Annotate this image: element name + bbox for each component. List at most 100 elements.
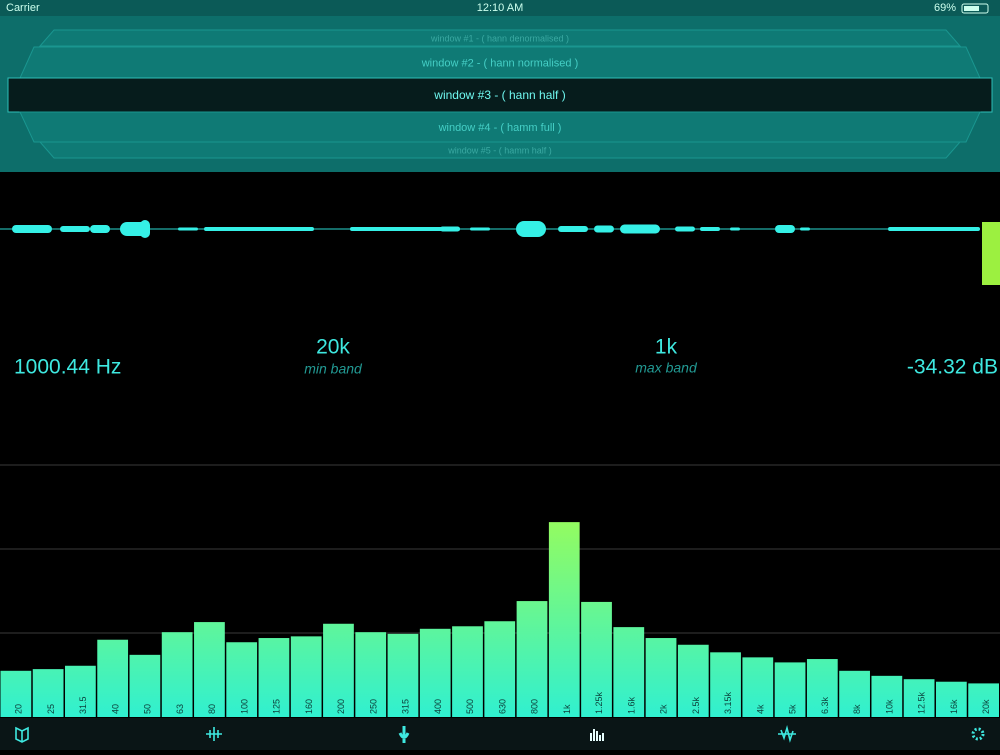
waveform-burst xyxy=(730,227,740,231)
level-meter xyxy=(982,222,1000,285)
bar xyxy=(323,623,354,717)
waveform-burst xyxy=(558,226,588,232)
bar xyxy=(32,669,64,717)
tab-spectrum[interactable] xyxy=(590,729,604,741)
waveform-burst xyxy=(594,225,614,233)
band-label: 20k xyxy=(981,699,991,714)
band-label: 2k xyxy=(659,704,669,714)
window-picker[interactable]: window #1 - ( hann denormalised ) window … xyxy=(7,29,993,159)
band-label: 12.5k xyxy=(917,691,927,714)
band-label: 100 xyxy=(239,699,249,714)
picker-row[interactable] xyxy=(19,111,981,143)
bar xyxy=(935,681,967,717)
band-label: 20 xyxy=(14,704,24,714)
waveform-burst xyxy=(800,227,810,231)
tab-microphone[interactable] xyxy=(398,726,410,743)
band-label: 1.25k xyxy=(594,691,604,714)
band-label: 3.15k xyxy=(723,691,733,714)
waveform-burst xyxy=(620,224,660,234)
bar xyxy=(645,638,677,717)
tab-settings[interactable] xyxy=(971,727,985,741)
bar xyxy=(710,652,741,717)
waveform-burst xyxy=(350,227,460,231)
waveform-burst xyxy=(700,227,720,231)
tab-waveform[interactable] xyxy=(206,727,222,741)
picker-row[interactable] xyxy=(38,141,962,159)
bar xyxy=(774,662,806,717)
bar xyxy=(258,638,290,717)
waveform xyxy=(12,220,980,238)
band-label: 500 xyxy=(465,699,475,714)
bar xyxy=(581,601,612,717)
band-label: 200 xyxy=(336,699,346,714)
max-band-value: 1k xyxy=(655,336,678,359)
bar xyxy=(484,621,516,717)
picker-item[interactable]: window #1 - ( hann denormalised ) xyxy=(430,33,569,43)
picker-row[interactable] xyxy=(38,29,962,47)
band-label: 63 xyxy=(175,704,185,714)
bar xyxy=(806,659,838,717)
bar xyxy=(516,601,548,717)
bar xyxy=(65,665,96,717)
waveform-burst xyxy=(12,225,52,233)
band-label: 315 xyxy=(401,699,411,714)
bar xyxy=(452,626,483,717)
band-label: 50 xyxy=(143,704,153,714)
band-label: 2.5k xyxy=(691,696,701,714)
band-label: 8k xyxy=(852,704,862,714)
band-label: 1k xyxy=(562,704,572,714)
bar xyxy=(97,639,129,717)
bar xyxy=(161,632,193,717)
band-label: 10k xyxy=(884,699,894,714)
tab-manual[interactable] xyxy=(15,726,29,743)
bar xyxy=(968,683,999,717)
picker-item[interactable]: window #4 - ( hamm full ) xyxy=(438,122,562,134)
tab-oscilloscope[interactable] xyxy=(778,724,796,743)
band-label: 6.3k xyxy=(820,696,830,714)
band-label: 400 xyxy=(433,699,443,714)
band-label: 630 xyxy=(497,699,507,714)
bar xyxy=(903,679,935,717)
bar xyxy=(0,670,32,717)
band-label: 800 xyxy=(530,699,540,714)
band-label: 160 xyxy=(304,699,314,714)
band-label: 40 xyxy=(110,704,120,714)
band-label: 31.5 xyxy=(78,696,88,714)
bar xyxy=(226,642,258,717)
min-band-value: 20k xyxy=(316,336,350,359)
bar xyxy=(548,522,580,717)
waveform-burst xyxy=(204,227,314,231)
waveform-burst xyxy=(90,225,110,233)
frequency-readout: 1000.44 Hz xyxy=(14,356,121,379)
bar xyxy=(355,632,387,717)
waveform-burst xyxy=(178,227,198,231)
battery-fill xyxy=(964,6,979,11)
clock: 12:10 AM xyxy=(477,2,523,14)
spectrum-chart: 20 25 31.5 40 50 63 80 100 125 160 200 250 315 400 500… xyxy=(0,464,1000,717)
waveform-burst xyxy=(516,221,546,237)
bar xyxy=(290,636,322,717)
picker-item[interactable]: window #5 - ( hamm half ) xyxy=(447,145,552,155)
band-label: 16k xyxy=(949,699,959,714)
min-band-label: min band xyxy=(304,361,363,377)
bar xyxy=(613,627,645,717)
picker-row[interactable] xyxy=(7,77,993,113)
band-label: 125 xyxy=(272,699,282,714)
waveform-burst xyxy=(775,225,795,233)
bar xyxy=(129,654,161,717)
battery-icon xyxy=(961,3,989,14)
band-label: 4k xyxy=(755,704,765,714)
band-label: 1.6k xyxy=(626,696,636,714)
carrier: Carrier xyxy=(6,2,40,14)
band-label: 25 xyxy=(46,704,56,714)
waveform-burst xyxy=(675,226,695,232)
tab-bar xyxy=(0,718,1000,750)
waveform-burst xyxy=(888,227,980,231)
picker-item[interactable]: window #3 - ( hann half ) xyxy=(433,88,565,102)
level-readout: -34.32 dB xyxy=(907,356,998,379)
bar xyxy=(419,628,451,717)
picker-item[interactable]: window #2 - ( hann normalised ) xyxy=(421,57,579,69)
bar xyxy=(387,633,419,717)
